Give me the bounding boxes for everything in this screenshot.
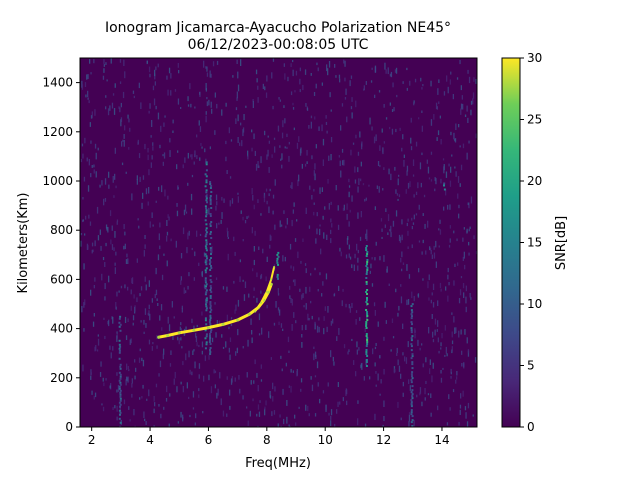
- trace-extraordinary-point: [260, 301, 262, 304]
- chart-title-line1: Ionogram Jicamarca-Ayacucho Polarization…: [105, 20, 451, 36]
- interference-band: [118, 315, 122, 427]
- heatmap-layer: [80, 58, 477, 427]
- colorbar-label: SNR[dB]: [554, 216, 569, 270]
- colorbar-tick-label: 30: [527, 51, 542, 65]
- trace-extraordinary-point: [265, 290, 268, 293]
- interference-band: [410, 303, 414, 427]
- y-axis-label: Kilometers(Km): [16, 193, 31, 294]
- y-tick-label: 0: [65, 420, 73, 434]
- x-tick-label: 2: [88, 433, 96, 447]
- x-tick-label: 12: [376, 433, 391, 447]
- trace-ordinary-point: [157, 335, 161, 339]
- trace-layer: [157, 266, 276, 339]
- trace-ordinary-point: [221, 322, 225, 326]
- colorbar-tick-label: 20: [527, 174, 542, 188]
- y-tick-label: 1000: [42, 174, 73, 188]
- trace-ordinary-point: [236, 318, 240, 322]
- x-tick-label: 8: [263, 433, 271, 447]
- y-tick-label: 400: [50, 322, 73, 336]
- x-tick-label: 14: [434, 433, 449, 447]
- y-tick-label: 600: [50, 272, 73, 286]
- y-tick-label: 1200: [42, 125, 73, 139]
- interference-band: [204, 161, 208, 350]
- trace-ordinary-point: [177, 331, 181, 335]
- interference-band: [276, 251, 280, 280]
- colorbar: [501, 57, 521, 428]
- x-axis-ticks: 2 4 6 8 10 12 14: [88, 427, 450, 447]
- noise-speckle: [80, 58, 477, 427]
- interference-band: [365, 245, 369, 367]
- chart-title-line2: 06/12/2023-00:08:05 UTC: [188, 37, 369, 53]
- trace-extraordinary-point: [254, 310, 257, 313]
- trace-ordinary-point: [192, 328, 196, 332]
- y-tick-label: 1400: [42, 76, 73, 90]
- colorbar-tick-label: 0: [527, 420, 535, 434]
- plot-frame: [79, 57, 478, 428]
- trace-ordinary-point: [206, 326, 210, 330]
- colorbar-ticks: 0 5 10 15 20 25 30: [520, 51, 542, 434]
- x-axis-label: Freq(MHz): [245, 456, 311, 471]
- x-tick-label: 4: [146, 433, 154, 447]
- x-tick-label: 10: [318, 433, 333, 447]
- y-tick-label: 800: [50, 223, 73, 237]
- trace-extraordinary-point: [273, 266, 276, 269]
- colorbar-tick-label: 15: [527, 236, 542, 250]
- x-tick-label: 6: [205, 433, 213, 447]
- trace-ordinary: [157, 282, 273, 339]
- y-tick-label: 200: [50, 371, 73, 385]
- trace-extraordinary-point: [270, 278, 273, 281]
- interference-band: [443, 182, 446, 191]
- trace-ordinary-point: [166, 334, 170, 337]
- colorbar-tick-label: 5: [527, 359, 535, 373]
- y-axis-ticks: 0 200 400 600 800 1000 1200 1400: [42, 76, 80, 434]
- colorbar-tick-label: 25: [527, 113, 542, 127]
- colorbar-tick-label: 10: [527, 297, 542, 311]
- plot-background: [80, 58, 477, 427]
- trace-ordinary-point: [247, 312, 251, 316]
